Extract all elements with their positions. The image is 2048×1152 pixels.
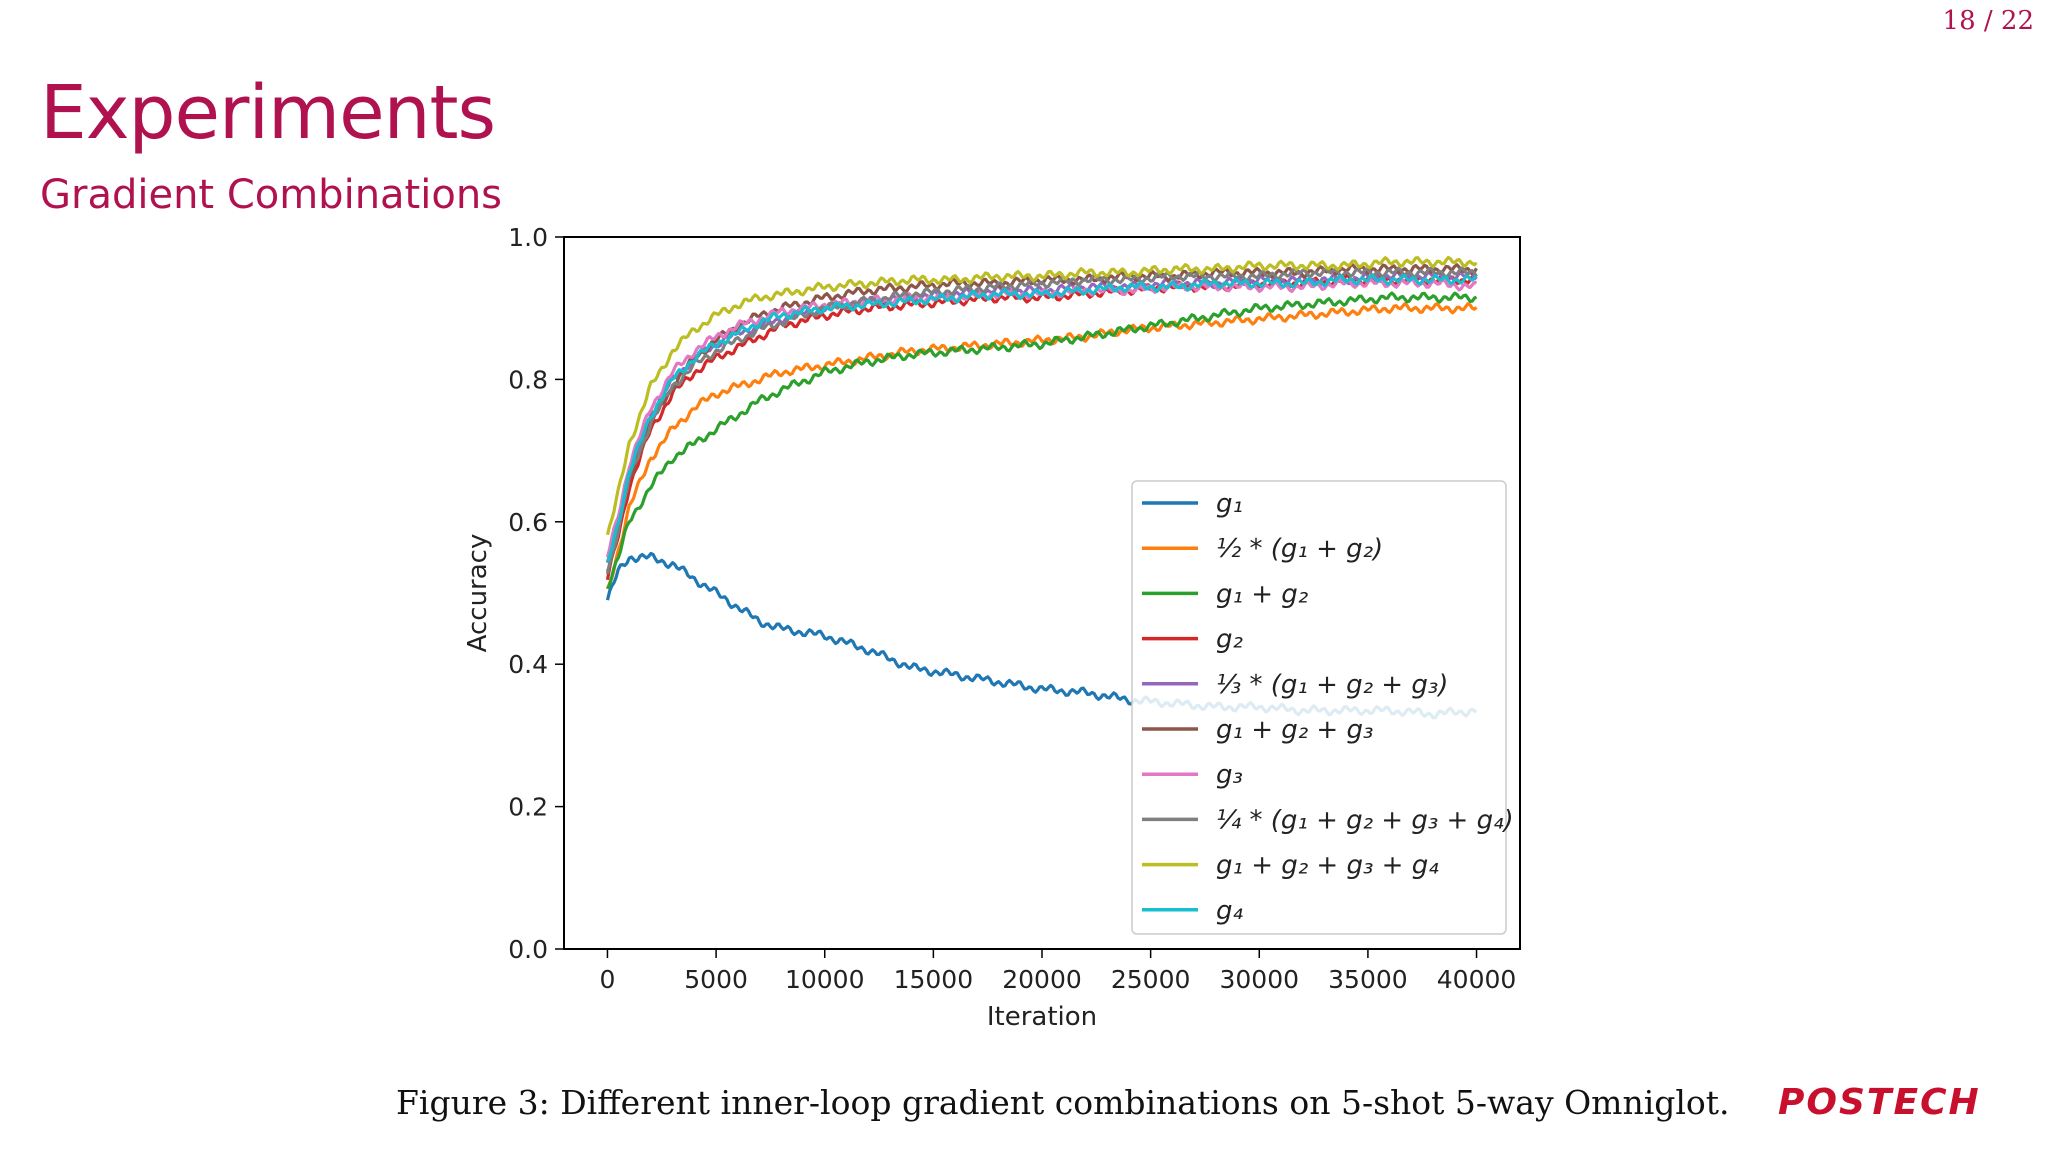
x-tick-label: 30000 [1220, 965, 1300, 994]
legend-box [1131, 480, 1507, 935]
series-line [606, 291, 1478, 590]
x-tick-label: 40000 [1437, 965, 1517, 994]
y-tick-label: 0.2 [508, 793, 548, 822]
postech-logo: POSTECH [1778, 1082, 1981, 1123]
y-tick-label: 0.4 [508, 650, 548, 679]
x-tick-label: 35000 [1328, 965, 1408, 994]
x-tick-label: 20000 [1002, 965, 1082, 994]
legend-label: ⅓ * (g₁ + g₂ + g₃) [1216, 670, 1448, 700]
legend-label: g₁ + g₂ + g₃ + g₄ [1216, 851, 1439, 881]
x-tick-label: 10000 [785, 965, 865, 994]
legend-label: g₁ + g₂ + g₃ [1216, 715, 1373, 745]
series-line [605, 266, 1478, 575]
legend-label: g₃ [1216, 760, 1243, 790]
y-axis-label: Accuracy [463, 534, 493, 653]
x-axis-label: Iteration [987, 1002, 1097, 1032]
legend-label: ½ * (g₁ + g₂) [1216, 534, 1383, 564]
y-tick-label: 0.6 [508, 508, 548, 537]
series-line [605, 255, 1478, 536]
slide-subtitle: Gradient Combinations [40, 172, 503, 218]
legend-label: g₁ [1216, 489, 1243, 519]
legend-label: g₂ [1216, 625, 1243, 655]
y-tick-label: 1.0 [508, 223, 548, 252]
y-tick-label: 0.0 [508, 935, 548, 964]
figure-caption: Figure 3: Different inner-loop gradient … [396, 1083, 1730, 1122]
series-line [605, 302, 1478, 590]
x-tick-label: 0 [600, 965, 616, 994]
series-line [605, 277, 1478, 558]
x-tick-label: 5000 [684, 965, 748, 994]
slide-title: Experiments [40, 70, 496, 156]
page-number: 18 / 22 [1942, 6, 2034, 36]
series-line [606, 273, 1478, 563]
x-tick-label: 15000 [894, 965, 974, 994]
y-tick-label: 0.8 [508, 365, 548, 394]
legend-label: ¼ * (g₁ + g₂ + g₃ + g₄) [1216, 805, 1514, 835]
legend-label: g₁ + g₂ [1216, 579, 1308, 609]
chart-legend: g₁ ½ * (g₁ + g₂) g₁ + g₂ g₂ ⅓ * (g₁ + g₂ + g… [1131, 480, 1514, 935]
legend-label: g₄ [1216, 896, 1244, 926]
x-tick-label: 25000 [1111, 965, 1191, 994]
